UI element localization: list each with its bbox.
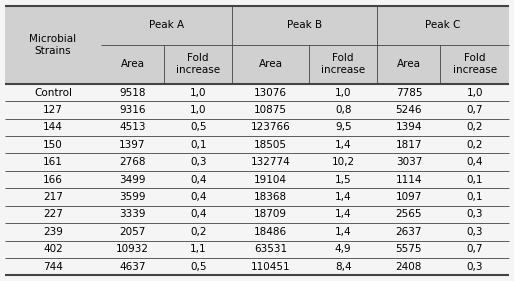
Text: 123766: 123766	[251, 123, 290, 132]
Text: Peak B: Peak B	[287, 20, 322, 30]
Text: 1,4: 1,4	[335, 192, 352, 202]
Text: 1,0: 1,0	[190, 88, 207, 98]
Text: 1,0: 1,0	[190, 105, 207, 115]
Text: 10,2: 10,2	[332, 157, 355, 167]
Text: 3037: 3037	[396, 157, 422, 167]
Text: 0,4: 0,4	[190, 192, 207, 202]
Text: 10875: 10875	[254, 105, 287, 115]
Text: 2768: 2768	[119, 157, 145, 167]
Text: 1,5: 1,5	[335, 175, 352, 185]
Text: 1,4: 1,4	[335, 209, 352, 219]
Text: 63531: 63531	[254, 244, 287, 254]
Text: Area: Area	[120, 59, 144, 69]
Text: 0,2: 0,2	[466, 123, 483, 132]
Text: 0,7: 0,7	[466, 105, 483, 115]
Text: 161: 161	[43, 157, 63, 167]
Text: 0,2: 0,2	[466, 140, 483, 150]
Text: 2408: 2408	[396, 262, 422, 272]
Text: 0,2: 0,2	[190, 227, 207, 237]
Text: 0,1: 0,1	[466, 192, 483, 202]
Text: Peak C: Peak C	[426, 20, 461, 30]
Text: 5575: 5575	[396, 244, 422, 254]
Text: 3599: 3599	[119, 192, 145, 202]
Text: 4637: 4637	[119, 262, 145, 272]
Text: 132774: 132774	[251, 157, 290, 167]
Text: 127: 127	[43, 105, 63, 115]
Text: 0,5: 0,5	[190, 262, 207, 272]
Text: 0,4: 0,4	[466, 157, 483, 167]
Text: 1394: 1394	[396, 123, 422, 132]
Text: 1097: 1097	[396, 192, 422, 202]
Text: 18486: 18486	[254, 227, 287, 237]
Text: Peak A: Peak A	[149, 20, 184, 30]
Text: 5246: 5246	[396, 105, 422, 115]
Text: 0,5: 0,5	[190, 123, 207, 132]
Text: 1,0: 1,0	[335, 88, 352, 98]
Text: 0,4: 0,4	[190, 175, 207, 185]
Text: 0,3: 0,3	[466, 209, 483, 219]
Text: Fold
increase: Fold increase	[453, 53, 497, 76]
Text: 0,1: 0,1	[466, 175, 483, 185]
Text: 227: 227	[43, 209, 63, 219]
Text: Area: Area	[397, 59, 421, 69]
Text: 744: 744	[43, 262, 63, 272]
Text: 239: 239	[43, 227, 63, 237]
Text: Microbial
Strains: Microbial Strains	[29, 33, 77, 56]
Text: 0,7: 0,7	[466, 244, 483, 254]
Text: 13076: 13076	[254, 88, 287, 98]
Text: 144: 144	[43, 123, 63, 132]
Text: 9,5: 9,5	[335, 123, 352, 132]
Text: 18368: 18368	[254, 192, 287, 202]
Text: 110451: 110451	[251, 262, 290, 272]
Text: 1114: 1114	[396, 175, 422, 185]
Text: 1,4: 1,4	[335, 140, 352, 150]
Text: 3339: 3339	[119, 209, 145, 219]
Text: 9316: 9316	[119, 105, 145, 115]
Text: 1,0: 1,0	[466, 88, 483, 98]
Text: 217: 217	[43, 192, 63, 202]
Text: 18709: 18709	[254, 209, 287, 219]
Text: 18505: 18505	[254, 140, 287, 150]
Text: 402: 402	[43, 244, 63, 254]
Text: 2637: 2637	[396, 227, 422, 237]
Text: 0,3: 0,3	[466, 262, 483, 272]
Text: 0,4: 0,4	[190, 209, 207, 219]
Text: Control: Control	[34, 88, 72, 98]
Text: 1,1: 1,1	[190, 244, 207, 254]
Text: 8,4: 8,4	[335, 262, 352, 272]
Text: 2057: 2057	[119, 227, 145, 237]
Text: 0,3: 0,3	[466, 227, 483, 237]
Text: 166: 166	[43, 175, 63, 185]
Text: 4,9: 4,9	[335, 244, 352, 254]
Text: 1397: 1397	[119, 140, 145, 150]
Text: 19104: 19104	[254, 175, 287, 185]
Text: Fold
increase: Fold increase	[321, 53, 365, 76]
Text: 7785: 7785	[396, 88, 422, 98]
Text: 0,1: 0,1	[190, 140, 207, 150]
Text: 3499: 3499	[119, 175, 145, 185]
Text: Area: Area	[259, 59, 283, 69]
Text: 0,3: 0,3	[190, 157, 207, 167]
Text: 0,8: 0,8	[335, 105, 352, 115]
Text: 1817: 1817	[396, 140, 422, 150]
Text: 4513: 4513	[119, 123, 145, 132]
Text: Fold
increase: Fold increase	[176, 53, 220, 76]
Bar	[5, 6, 509, 84]
Text: 1,4: 1,4	[335, 227, 352, 237]
Text: 9518: 9518	[119, 88, 145, 98]
Text: 10932: 10932	[116, 244, 149, 254]
Text: 2565: 2565	[396, 209, 422, 219]
Text: 150: 150	[43, 140, 63, 150]
